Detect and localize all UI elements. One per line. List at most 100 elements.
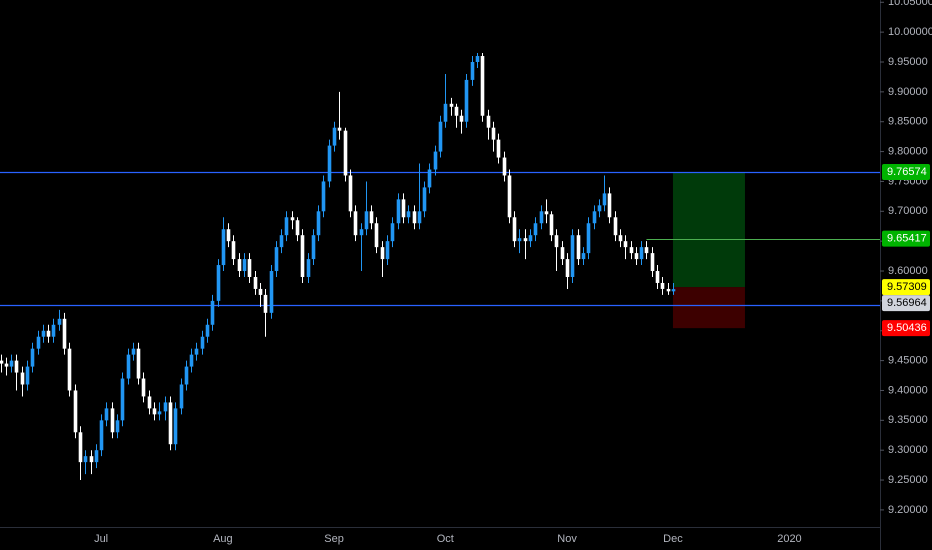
candle-body [422, 187, 427, 212]
candle-body [417, 211, 422, 224]
candle-body [464, 79, 469, 122]
candle-body [607, 193, 612, 218]
candle-body [380, 247, 385, 260]
candle-body [216, 265, 221, 301]
y-tick-label: 9.20000 [888, 504, 928, 516]
stop-zone [672, 287, 745, 329]
candle-body [269, 271, 274, 313]
candle-body [0, 360, 4, 364]
x-tick-label: Sep [324, 533, 344, 545]
candle-body [136, 348, 141, 379]
target-zone [672, 172, 745, 288]
candle-body [666, 288, 671, 292]
candle-body [544, 211, 549, 215]
candle-body [655, 271, 660, 283]
candle-body [359, 229, 364, 236]
candle-body [157, 411, 162, 415]
y-tick-label: 10.00000 [888, 26, 932, 38]
candle-body [94, 450, 99, 463]
candle-body [459, 115, 464, 122]
candle-body [623, 241, 628, 248]
candle-body [475, 56, 480, 62]
y-tick-label: 9.90000 [888, 86, 928, 98]
candle-body [51, 324, 56, 337]
x-tick-label: Jul [94, 533, 108, 545]
candle-body [253, 276, 258, 289]
candle-body [200, 336, 205, 349]
candle-body [231, 241, 236, 260]
y-tick-label: 9.45000 [888, 355, 928, 367]
candle-body [104, 408, 109, 421]
y-tick-label: 9.85000 [888, 116, 928, 128]
candle-body [327, 145, 332, 182]
candle-body [539, 211, 544, 224]
candle-body [343, 130, 348, 176]
candle-body [4, 363, 9, 367]
candle-body [602, 193, 607, 206]
candle-body [226, 229, 231, 242]
y-tick-label: 9.30000 [888, 444, 928, 456]
candle-body [597, 205, 602, 212]
candle-body [401, 199, 406, 218]
candle-body [517, 238, 522, 242]
candle-body [290, 217, 295, 221]
candle-body [247, 259, 252, 277]
price-label: 9.56964 [887, 297, 927, 309]
candle-body [115, 420, 120, 433]
candle-body [565, 259, 570, 277]
candle-body [120, 378, 125, 421]
candle-body [512, 217, 517, 242]
x-tick-label: Oct [437, 533, 454, 545]
candle-body [237, 259, 242, 272]
candle-body [173, 408, 178, 445]
candle-body [67, 348, 72, 391]
candle-body [671, 289, 676, 292]
candle-body [502, 157, 507, 176]
candle-body [576, 235, 581, 260]
y-tick-label: 9.60000 [888, 265, 928, 277]
price-label-box [882, 230, 930, 247]
candle-body [443, 103, 448, 122]
candle-body [306, 259, 311, 277]
candle-body [449, 103, 454, 107]
candle-body [427, 169, 432, 188]
candle-body [639, 247, 644, 260]
candle-body [9, 360, 14, 367]
candle-body [210, 300, 215, 325]
candle-body [348, 175, 353, 212]
y-tick-label: 9.70000 [888, 205, 928, 217]
candle-body [126, 354, 131, 379]
candle-body [491, 127, 496, 140]
candle-body [523, 238, 528, 242]
candle-body [295, 220, 300, 236]
candle-body [147, 396, 152, 409]
candle-body [14, 360, 19, 373]
y-tick-label: 9.35000 [888, 414, 928, 426]
price-label-box [882, 295, 930, 312]
candle-body [385, 241, 390, 260]
candle-body [316, 211, 321, 236]
x-tick-label: Dec [663, 533, 683, 545]
candle-body [337, 127, 342, 131]
candle-body [644, 247, 649, 254]
candle-body [300, 235, 305, 277]
candle-body [554, 235, 559, 248]
candle-body [634, 253, 639, 260]
candle-body [205, 324, 210, 337]
candle-body [486, 115, 491, 128]
candle-body [364, 211, 369, 230]
y-tick-label: 9.95000 [888, 56, 928, 68]
price-label-box [882, 164, 930, 181]
candle-body [470, 61, 475, 80]
candle-body [242, 259, 247, 272]
price-label-box [882, 320, 930, 337]
candle-body [560, 247, 565, 260]
candle-body [284, 217, 289, 236]
price-label: 9.57309 [887, 281, 927, 293]
candle-body [433, 151, 438, 170]
candle-body [194, 348, 199, 355]
candle-body [57, 318, 62, 325]
candle-body [332, 127, 337, 146]
candle-body [438, 121, 443, 152]
